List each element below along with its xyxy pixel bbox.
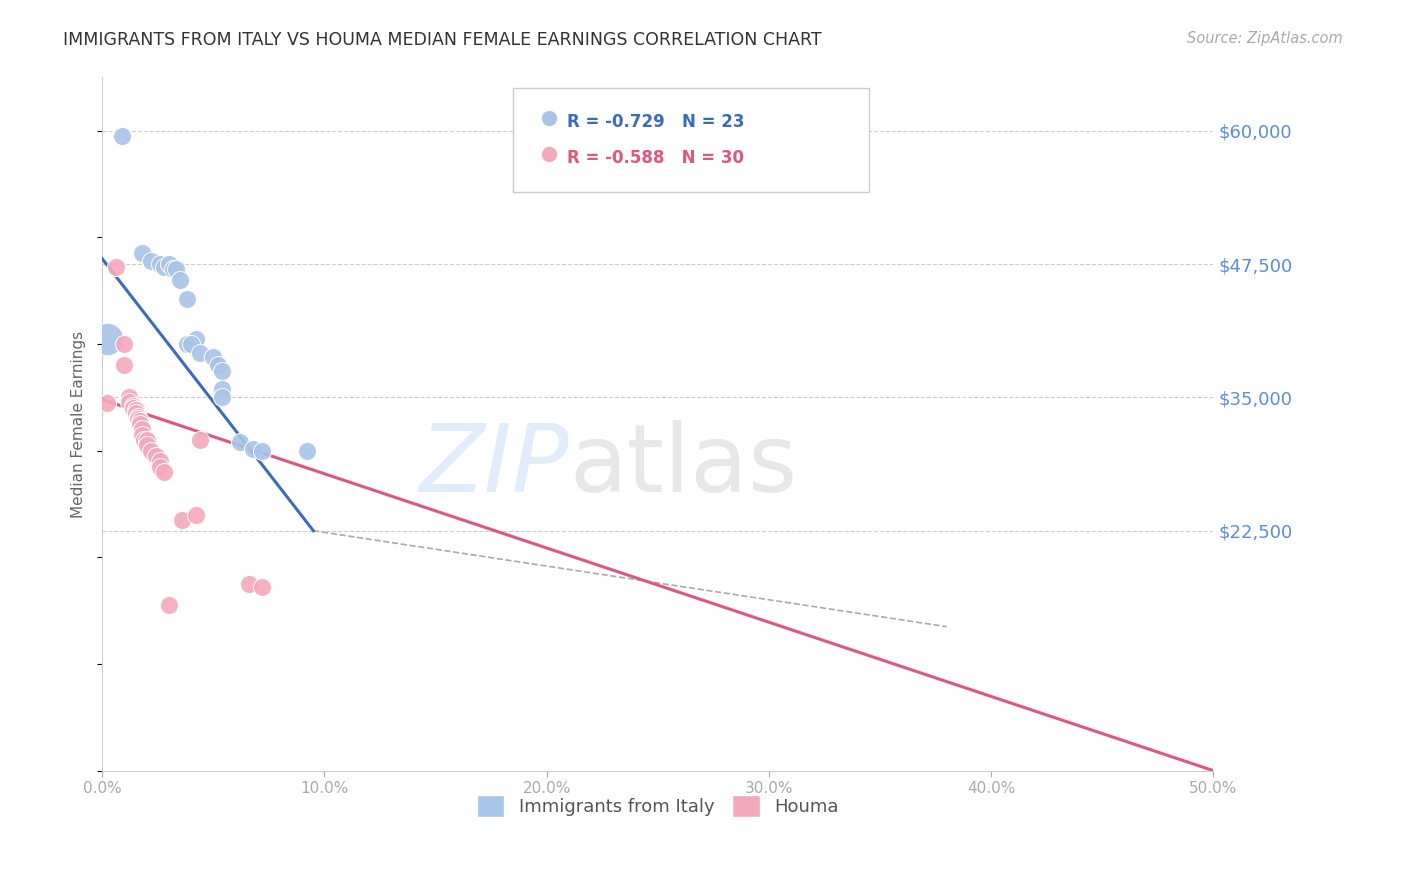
Point bbox=[176, 293, 198, 307]
Point bbox=[96, 332, 118, 346]
Point bbox=[188, 345, 211, 359]
Point bbox=[157, 599, 180, 613]
Point bbox=[295, 443, 318, 458]
Point bbox=[157, 257, 180, 271]
Text: Source: ZipAtlas.com: Source: ZipAtlas.com bbox=[1187, 31, 1343, 46]
Text: R = -0.588   N = 30: R = -0.588 N = 30 bbox=[567, 149, 744, 167]
Point bbox=[207, 359, 229, 373]
Point bbox=[149, 459, 172, 474]
Point bbox=[135, 433, 157, 447]
Point bbox=[104, 260, 127, 275]
Point bbox=[176, 337, 198, 351]
Point bbox=[118, 394, 141, 409]
Point bbox=[124, 403, 146, 417]
Point bbox=[129, 414, 152, 428]
Point bbox=[229, 435, 252, 450]
Point bbox=[165, 262, 187, 277]
Point bbox=[131, 246, 153, 260]
Text: IMMIGRANTS FROM ITALY VS HOUMA MEDIAN FEMALE EARNINGS CORRELATION CHART: IMMIGRANTS FROM ITALY VS HOUMA MEDIAN FE… bbox=[63, 31, 823, 49]
Point bbox=[184, 332, 207, 346]
Point bbox=[127, 411, 149, 425]
Point bbox=[127, 409, 149, 424]
Point bbox=[202, 350, 225, 364]
Point bbox=[139, 253, 162, 268]
Point bbox=[252, 443, 274, 458]
Point bbox=[139, 443, 162, 458]
Point bbox=[238, 577, 260, 591]
Point bbox=[118, 391, 141, 405]
Text: atlas: atlas bbox=[569, 419, 797, 512]
Point bbox=[184, 508, 207, 522]
Point bbox=[124, 406, 146, 420]
FancyBboxPatch shape bbox=[513, 87, 869, 192]
Point bbox=[169, 273, 191, 287]
Point bbox=[134, 433, 156, 447]
Point bbox=[211, 364, 233, 378]
Point bbox=[252, 580, 274, 594]
Point bbox=[135, 438, 157, 452]
Point bbox=[211, 382, 233, 396]
Point bbox=[122, 401, 145, 415]
Point bbox=[180, 337, 202, 351]
Point bbox=[111, 129, 134, 144]
Point bbox=[131, 422, 153, 436]
Point bbox=[129, 417, 152, 431]
Point bbox=[153, 465, 176, 479]
Y-axis label: Median Female Earnings: Median Female Earnings bbox=[72, 331, 86, 517]
Point bbox=[172, 513, 194, 527]
Text: ZIP: ZIP bbox=[419, 420, 569, 511]
Point bbox=[242, 442, 264, 456]
Point bbox=[149, 454, 172, 468]
Point bbox=[211, 391, 233, 405]
Point bbox=[153, 260, 176, 275]
Point bbox=[122, 399, 145, 413]
Text: R = -0.729   N = 23: R = -0.729 N = 23 bbox=[567, 112, 744, 131]
Point bbox=[984, 764, 1007, 778]
Point bbox=[114, 359, 136, 373]
Point bbox=[145, 449, 167, 463]
Point bbox=[188, 433, 211, 447]
Point bbox=[96, 395, 118, 409]
Point bbox=[984, 764, 1007, 778]
Point bbox=[149, 257, 172, 271]
Point bbox=[114, 337, 136, 351]
Point bbox=[131, 427, 153, 442]
Legend: Immigrants from Italy, Houma: Immigrants from Italy, Houma bbox=[470, 788, 845, 824]
Point bbox=[162, 262, 184, 277]
